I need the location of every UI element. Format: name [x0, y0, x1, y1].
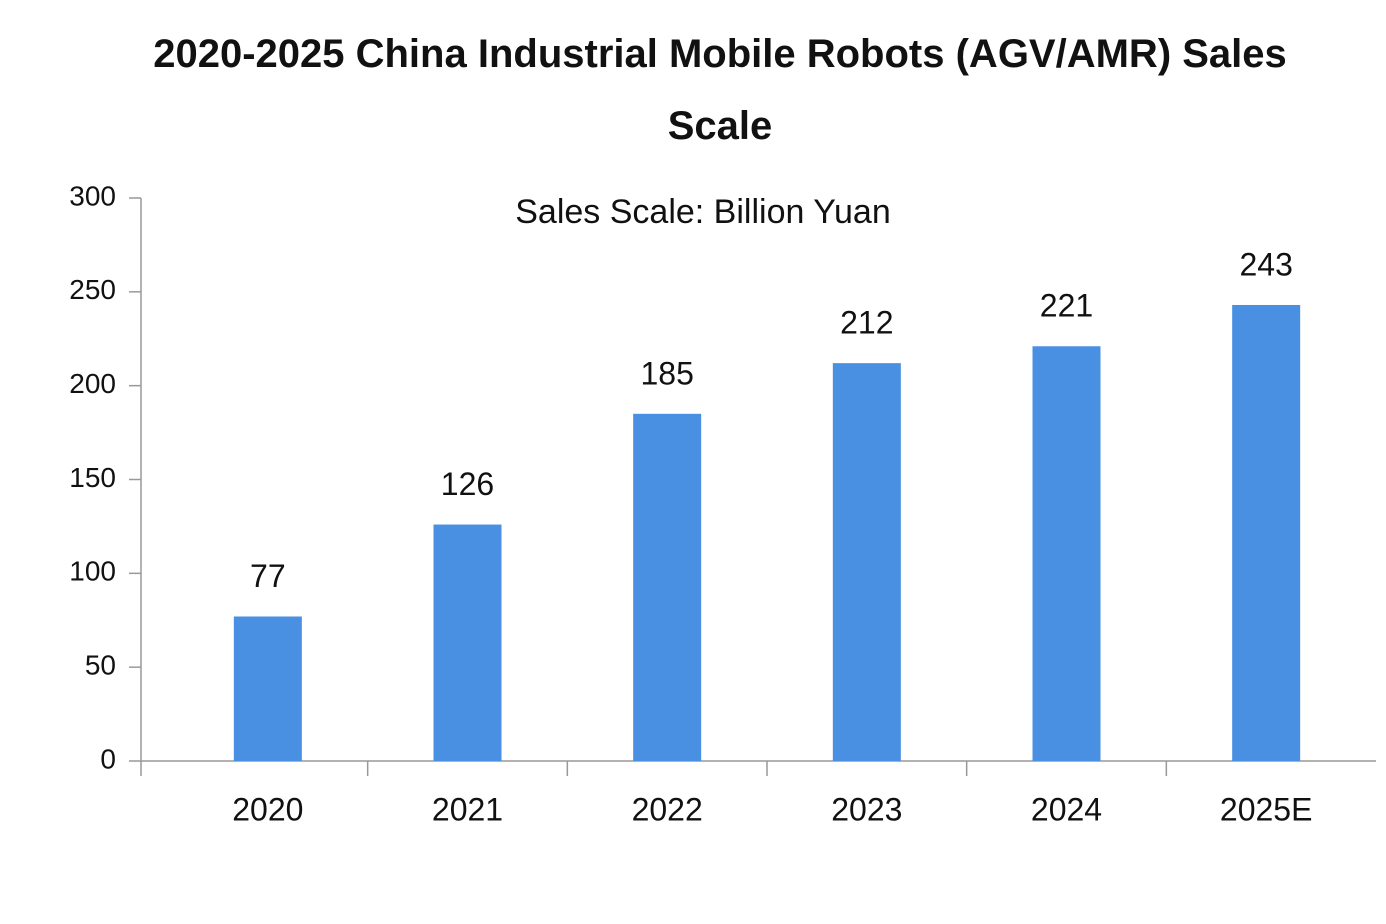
x-tick-label: 2021 — [432, 791, 503, 827]
bar — [433, 524, 502, 761]
x-tick-label: 2022 — [632, 791, 703, 827]
y-tick-label: 50 — [85, 650, 116, 681]
chart-subtitle: Sales Scale: Billion Yuan — [515, 193, 891, 231]
value-label: 243 — [1239, 246, 1292, 282]
bar — [633, 413, 702, 761]
bar — [1232, 304, 1301, 761]
value-label: 77 — [250, 558, 286, 594]
value-label: 185 — [640, 355, 693, 391]
chart-title: 2020-2025 China Industrial Mobile Robots… — [153, 32, 1287, 148]
x-tick-label: 2025E — [1220, 791, 1313, 827]
y-tick-label: 150 — [69, 462, 116, 493]
value-label: 212 — [840, 305, 893, 341]
value-label: 221 — [1040, 288, 1093, 324]
x-tick-label: 2020 — [232, 791, 303, 827]
y-tick-label: 100 — [69, 556, 116, 587]
bar — [1032, 346, 1101, 761]
y-tick-label: 300 — [69, 180, 116, 211]
bar — [233, 616, 302, 761]
value-label: 126 — [441, 466, 494, 502]
x-tick-label: 2024 — [1031, 791, 1102, 827]
y-tick-label: 250 — [69, 274, 116, 305]
bar — [832, 363, 901, 761]
x-tick-label: 2023 — [831, 791, 902, 827]
y-tick-label: 200 — [69, 368, 116, 399]
y-tick-label: 0 — [100, 743, 116, 774]
